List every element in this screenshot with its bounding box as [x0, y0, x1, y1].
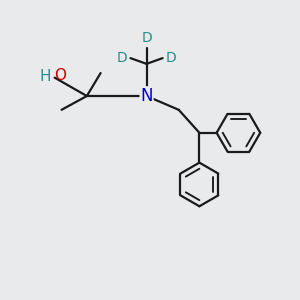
Text: O: O [54, 68, 66, 83]
Text: D: D [117, 51, 128, 65]
Text: N: N [140, 87, 153, 105]
Text: H: H [39, 69, 51, 84]
Text: D: D [166, 51, 176, 65]
Text: D: D [141, 31, 152, 45]
